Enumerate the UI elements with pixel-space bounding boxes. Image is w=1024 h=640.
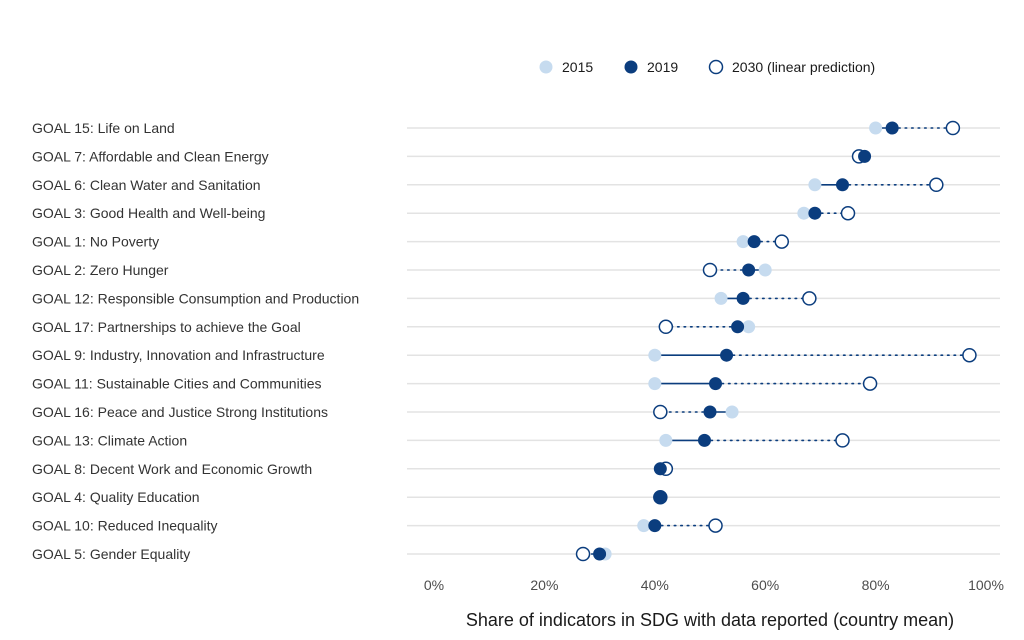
goal-label: GOAL 8: Decent Work and Economic Growth — [32, 461, 312, 477]
legend-label-2015: 2015 — [562, 59, 593, 75]
point-2019 — [653, 462, 667, 476]
gridlines — [407, 127, 1000, 555]
point-2030 — [575, 546, 591, 562]
goal-label: GOAL 15: Life on Land — [32, 120, 175, 136]
point-2019 — [747, 235, 761, 249]
point-2019 — [720, 348, 734, 362]
point-2030 — [802, 291, 817, 306]
point-2030 — [945, 120, 961, 136]
x-tick-label: 80% — [862, 577, 890, 593]
x-tick-label: 20% — [530, 577, 558, 593]
point-2015 — [725, 405, 739, 419]
point-2030 — [658, 319, 674, 335]
point-2019 — [653, 490, 667, 504]
goal-label: GOAL 16: Peace and Justice Strong Instit… — [32, 404, 328, 420]
x-tick-label: 60% — [751, 577, 779, 593]
point-2030 — [835, 433, 850, 448]
point-2015 — [637, 519, 651, 533]
legend-marker-2019 — [624, 60, 638, 74]
point-2015 — [648, 377, 662, 391]
point-2030 — [862, 376, 878, 391]
point-2015 — [648, 348, 662, 362]
goal-label: GOAL 17: Partnerships to achieve the Goa… — [32, 319, 301, 335]
point-2015 — [736, 235, 750, 249]
goal-labels: GOAL 15: Life on Land GOAL 7: Affordable … — [32, 120, 359, 562]
legend-marker-2015 — [539, 60, 553, 74]
point-2015 — [808, 178, 822, 192]
point-2019 — [731, 320, 745, 334]
point-2015 — [742, 320, 756, 334]
point-2015 — [714, 291, 728, 305]
point-2019 — [858, 149, 872, 163]
point-2030 — [929, 177, 944, 193]
x-tick-label: 100% — [968, 577, 1004, 593]
goal-label: GOAL 1: No Poverty — [32, 234, 159, 250]
goal-label: GOAL 6: Clean Water and Sanitation — [32, 177, 261, 193]
data-marks — [575, 120, 977, 562]
x-axis-title: Share of indicators in SDG with data rep… — [466, 610, 954, 630]
point-2030 — [962, 347, 977, 363]
legend-marker-2030 — [708, 59, 724, 75]
point-2019 — [736, 291, 750, 305]
goal-label: GOAL 9: Industry, Innovation and Infrast… — [32, 347, 325, 363]
point-2019 — [885, 121, 899, 135]
point-2019 — [648, 519, 662, 533]
goal-label: GOAL 3: Good Health and Well-being — [32, 205, 265, 221]
legend-label-2019: 2019 — [647, 59, 678, 75]
legend-label-2030: 2030 (linear prediction) — [732, 59, 875, 75]
point-2030 — [774, 234, 790, 249]
goal-label: GOAL 11: Sustainable Cities and Communit… — [32, 376, 321, 392]
point-2019 — [709, 377, 723, 391]
point-2019 — [697, 433, 711, 447]
point-2030 — [702, 262, 718, 278]
point-2019 — [593, 547, 607, 561]
point-2015 — [797, 206, 811, 220]
goal-label: GOAL 7: Affordable and Clean Energy — [32, 148, 269, 164]
point-2015 — [758, 263, 772, 277]
point-2019 — [703, 405, 717, 419]
goal-label: GOAL 2: Zero Hunger — [32, 262, 169, 278]
x-axis-ticks: 0% 20% 40% 60% 80% 100% — [424, 577, 1004, 593]
point-2015 — [659, 433, 673, 447]
goal-label: GOAL 5: Gender Equality — [32, 546, 190, 562]
legend: 2015 2019 2030 (linear prediction) — [539, 59, 875, 75]
goal-label: GOAL 10: Reduced Inequality — [32, 518, 218, 534]
point-2015 — [869, 121, 883, 135]
point-2030 — [708, 518, 723, 533]
goal-label: GOAL 4: Quality Education — [32, 489, 200, 505]
goal-label: GOAL 12: Responsible Consumption and Pro… — [32, 290, 359, 306]
point-2019 — [742, 263, 756, 277]
point-2030 — [840, 205, 856, 221]
x-tick-label: 40% — [641, 577, 669, 593]
point-2019 — [808, 206, 822, 220]
point-2030 — [653, 404, 668, 420]
x-tick-label: 0% — [424, 577, 444, 593]
goal-label: GOAL 13: Climate Action — [32, 432, 187, 448]
point-2019 — [835, 178, 849, 192]
